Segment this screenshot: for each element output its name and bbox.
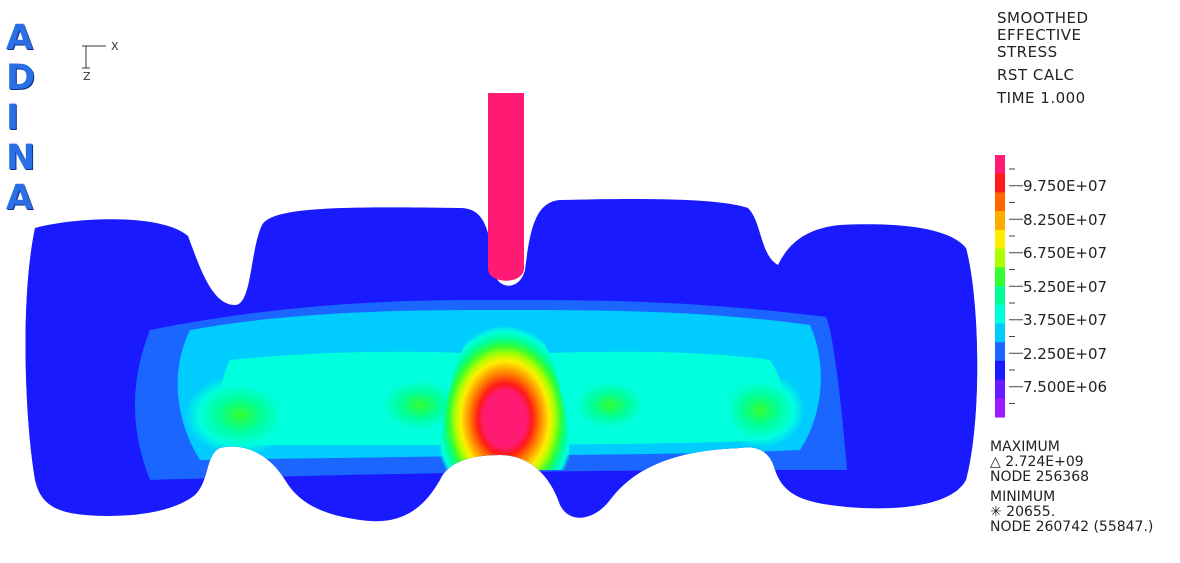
title-line: STRESS bbox=[997, 43, 1058, 61]
logo-letter: I bbox=[6, 98, 20, 138]
axes-triad-icon: X Z bbox=[82, 40, 119, 83]
legend-swatch bbox=[995, 379, 1005, 399]
minimum-node: NODE 260742 (55847.) bbox=[990, 519, 1154, 535]
time-label: TIME 1.000 bbox=[997, 89, 1086, 107]
legend-swatch bbox=[995, 155, 1005, 175]
color-bar bbox=[995, 155, 1023, 418]
legend-swatch bbox=[995, 173, 1005, 193]
legend-swatch bbox=[995, 342, 1005, 362]
logo-letter: N bbox=[6, 138, 36, 178]
legend-swatch bbox=[995, 304, 1005, 324]
legend-swatch bbox=[995, 211, 1005, 231]
minimum-value: ✳ 20655. bbox=[990, 504, 1056, 520]
legend-swatch bbox=[995, 398, 1005, 418]
legend-label: 2.250E+07 bbox=[1023, 344, 1108, 363]
title-line: EFFECTIVE bbox=[997, 26, 1082, 44]
legend-label: 6.750E+07 bbox=[1023, 244, 1108, 262]
legend-swatch bbox=[995, 229, 1005, 250]
legend-label: 8.250E+07 bbox=[1023, 210, 1108, 229]
x-axis-label: X bbox=[111, 40, 119, 53]
calc-label: RST CALC bbox=[997, 66, 1075, 84]
legend-swatch bbox=[995, 323, 1005, 343]
legend-swatch bbox=[995, 360, 1005, 381]
legend-swatch bbox=[995, 192, 1005, 212]
legend-label: 5.250E+07 bbox=[1023, 277, 1108, 296]
z-axis-label: Z bbox=[83, 70, 91, 83]
legend-swatch bbox=[995, 267, 1005, 287]
legend-label: 9.750E+07 bbox=[1023, 177, 1108, 195]
legend-label: 7.500E+06 bbox=[1023, 378, 1108, 396]
legend-label: 3.750E+07 bbox=[1023, 311, 1108, 329]
legend-swatch bbox=[995, 248, 1005, 268]
logo-letter: A bbox=[6, 18, 34, 58]
axes-triad: X Z bbox=[78, 38, 138, 88]
maximum-value: △ 2.724E+09 bbox=[990, 454, 1084, 470]
maximum-node: NODE 256368 bbox=[990, 469, 1090, 485]
logo-letter: A bbox=[6, 178, 34, 218]
indenter-pin bbox=[488, 93, 524, 281]
adina-logo: A D I N A bbox=[6, 18, 46, 218]
plot-title-block: SMOOTHED EFFECTIVE STRESS RST CALC TIME … bbox=[997, 10, 1089, 107]
maximum-title: MAXIMUM bbox=[990, 439, 1060, 455]
title-line: SMOOTHED bbox=[997, 9, 1089, 27]
legend-swatch bbox=[995, 286, 1005, 306]
minimum-title: MINIMUM bbox=[990, 489, 1056, 505]
extrema-stats: MAXIMUM △ 2.724E+09 NODE 256368 MINIMUM … bbox=[990, 440, 1153, 535]
logo-letter: D bbox=[6, 58, 36, 98]
color-legend: 9.750E+07 8.250E+07 6.750E+07 5.250E+07 3.75… bbox=[995, 155, 1175, 420]
